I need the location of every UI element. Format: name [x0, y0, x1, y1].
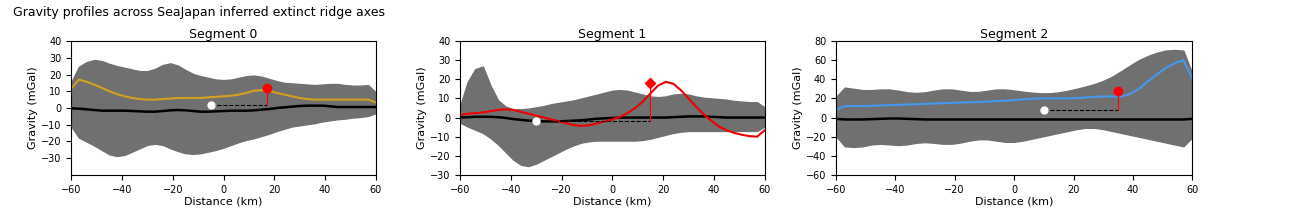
Title: Segment 0: Segment 0 [189, 28, 258, 41]
Title: Segment 2: Segment 2 [980, 28, 1048, 41]
Y-axis label: Gravity (mGal): Gravity (mGal) [29, 67, 39, 149]
X-axis label: Distance (km): Distance (km) [184, 196, 263, 206]
Y-axis label: Gravity (mGal): Gravity (mGal) [417, 67, 428, 149]
Y-axis label: Gravity (mGal): Gravity (mGal) [793, 67, 804, 149]
X-axis label: Distance (km): Distance (km) [975, 196, 1054, 206]
Title: Segment 1: Segment 1 [578, 28, 647, 41]
Text: Gravity profiles across SeaJapan inferred extinct ridge axes: Gravity profiles across SeaJapan inferre… [13, 6, 385, 19]
X-axis label: Distance (km): Distance (km) [573, 196, 652, 206]
